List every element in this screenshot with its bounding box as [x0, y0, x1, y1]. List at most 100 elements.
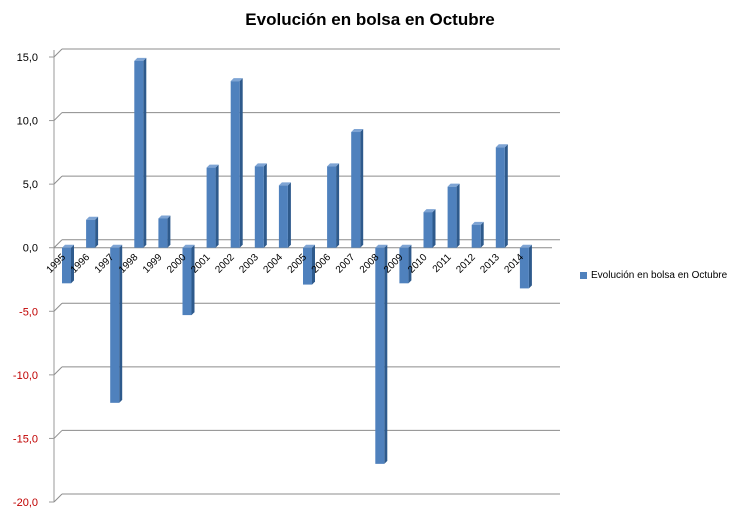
bar-side [191, 244, 195, 316]
bar [399, 244, 412, 284]
y-tick-label: 5,0 [23, 179, 38, 191]
bar-side [95, 216, 99, 248]
bar [375, 244, 388, 464]
y-tick-label: -20,0 [13, 497, 38, 509]
bar [278, 182, 291, 248]
bar-front [206, 167, 216, 248]
bar-top [110, 244, 123, 248]
bar-side [167, 215, 171, 248]
bar [351, 129, 364, 248]
bar-front [375, 247, 385, 464]
gridline-depth [53, 239, 63, 249]
bar [230, 78, 243, 248]
bar-top [134, 57, 147, 61]
bar [206, 164, 219, 248]
bar [182, 244, 195, 316]
bar-side [119, 244, 123, 403]
bar-front [447, 186, 457, 248]
bar [254, 163, 267, 248]
legend: Evolución en bolsa en Octubre [580, 270, 727, 281]
bar [86, 216, 99, 248]
y-tick-label: -15,0 [13, 433, 38, 445]
bar-top [278, 182, 291, 186]
legend-label: Evolución en bolsa en Octubre [591, 270, 728, 281]
gridline-depth [53, 493, 63, 503]
bar-top [519, 244, 532, 248]
bar-front [351, 132, 361, 248]
bar-side [239, 78, 243, 248]
bar-front [158, 218, 168, 248]
bar [327, 163, 340, 248]
bar-front [86, 219, 96, 248]
x-tick-label: 2007 [334, 252, 358, 276]
bar-side [408, 244, 412, 284]
bar-front [423, 212, 433, 248]
bar-side [384, 244, 388, 464]
bar-top [254, 163, 267, 167]
bar-top [447, 183, 460, 187]
bar-side [287, 182, 291, 248]
bar-side [143, 57, 147, 248]
x-tick-label: 2002 [213, 252, 237, 276]
bar-front [303, 247, 312, 285]
x-tick-label: 2011 [431, 252, 454, 275]
bar-side [480, 221, 484, 248]
bar-front [134, 60, 144, 248]
bar-top [495, 144, 508, 148]
bar-top [327, 163, 340, 167]
x-tick-label: 2012 [454, 252, 478, 276]
bar [495, 144, 508, 248]
bar-front [519, 247, 529, 289]
bar [62, 244, 74, 284]
bar [447, 183, 460, 248]
bar [471, 221, 484, 248]
bar-side [71, 244, 74, 284]
bar-top [471, 221, 484, 225]
bar-side [432, 209, 436, 248]
bar [519, 244, 532, 289]
bar-front [399, 247, 409, 284]
bar-top [303, 244, 315, 248]
bar-top [62, 244, 74, 248]
bar-top [351, 129, 364, 133]
x-tick-label: 2003 [237, 252, 261, 276]
bar [303, 244, 315, 285]
bar-front [62, 247, 71, 284]
bar-top [399, 244, 412, 248]
bar-side [263, 163, 267, 248]
bar-front [110, 247, 120, 403]
bar-top [86, 216, 99, 220]
chart-title: Evolución en bolsa en Octubre [245, 10, 495, 29]
y-tick-label: -5,0 [19, 306, 38, 318]
bar-front [278, 185, 288, 248]
gridline-depth [53, 430, 63, 439]
gridline-depth [53, 302, 63, 312]
bar-front [254, 166, 264, 248]
bar-side [360, 129, 364, 248]
bar-top [182, 244, 195, 248]
bar-side [528, 244, 532, 289]
legend-swatch [580, 272, 587, 279]
bar-front [495, 147, 505, 248]
x-tick-label: 2004 [262, 252, 286, 276]
bar [423, 209, 436, 248]
bar [134, 57, 147, 248]
gridline-depth [53, 366, 63, 376]
bar-side [336, 163, 340, 248]
bar-side [456, 183, 460, 248]
y-tick-label: 10,0 [17, 116, 38, 128]
gridline-depth [53, 175, 63, 185]
gridline-depth [53, 112, 63, 121]
gridline-depth [53, 48, 63, 58]
bar-side [312, 244, 315, 285]
bar-side [215, 164, 219, 248]
y-tick-label: -10,0 [13, 370, 38, 382]
bar-side [504, 144, 508, 248]
bar [158, 215, 171, 248]
bar-front [182, 247, 192, 316]
bar-top [375, 244, 388, 248]
bar-front [230, 81, 240, 248]
x-tick-label: 2013 [478, 252, 502, 276]
bar-front [327, 166, 337, 248]
